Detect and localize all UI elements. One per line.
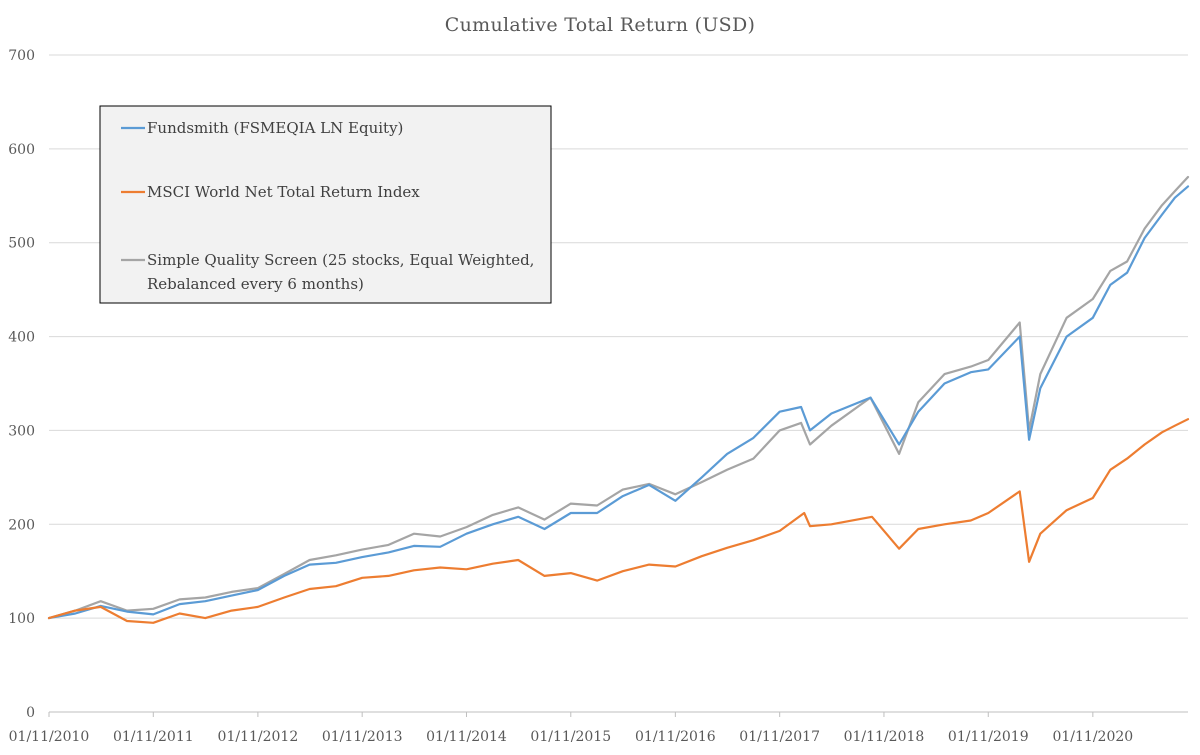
y-tick-label-100: 100: [8, 611, 35, 627]
legend-label-quality-screen: Simple Quality Screen (25 stocks, Equal …: [147, 251, 534, 293]
x-tick-label-10: 01/11/2020: [1052, 729, 1133, 745]
x-axis-tick-labels: 01/11/2010 01/11/2011 01/11/2012 01/11/2013…: [9, 712, 1133, 745]
x-tick-label-3: 01/11/2013: [322, 729, 403, 745]
legend-label-msci-world: MSCI World Net Total Return Index: [147, 183, 420, 201]
y-tick-label-500: 500: [8, 236, 35, 252]
x-tick-label-5: 01/11/2015: [530, 729, 611, 745]
x-tick-label-6: 01/11/2016: [635, 729, 716, 745]
legend: Fundsmith (FSMEQIA LN Equity) MSCI World…: [99, 105, 552, 304]
x-tick-label-7: 01/11/2017: [739, 729, 820, 745]
y-tick-label-600: 600: [8, 142, 35, 158]
y-tick-label-200: 200: [8, 517, 35, 533]
chart-title: Cumulative Total Return (USD): [445, 14, 755, 36]
y-tick-label-0: 0: [26, 705, 35, 721]
y-axis-tick-labels: 0 100 200 300 400 500 600 700: [8, 48, 35, 721]
x-tick-label-0: 01/11/2010: [9, 729, 90, 745]
series-line-quality-screen: [47, 175, 1190, 620]
series-line-fundsmith: [47, 185, 1190, 620]
x-tick-label-8: 01/11/2018: [844, 729, 925, 745]
y-tick-label-700: 700: [8, 48, 35, 64]
x-tick-label-1: 01/11/2011: [113, 729, 194, 745]
legend-box: [99, 105, 552, 304]
x-tick-label-2: 01/11/2012: [218, 729, 299, 745]
series-line-msci-world: [47, 418, 1190, 624]
series-lines: [47, 175, 1190, 624]
x-tick-label-4: 01/11/2014: [426, 729, 507, 745]
legend-label-fundsmith: Fundsmith (FSMEQIA LN Equity): [147, 119, 403, 137]
y-tick-label-300: 300: [8, 423, 35, 439]
x-tick-label-9: 01/11/2019: [948, 729, 1029, 745]
y-tick-label-400: 400: [8, 330, 35, 346]
